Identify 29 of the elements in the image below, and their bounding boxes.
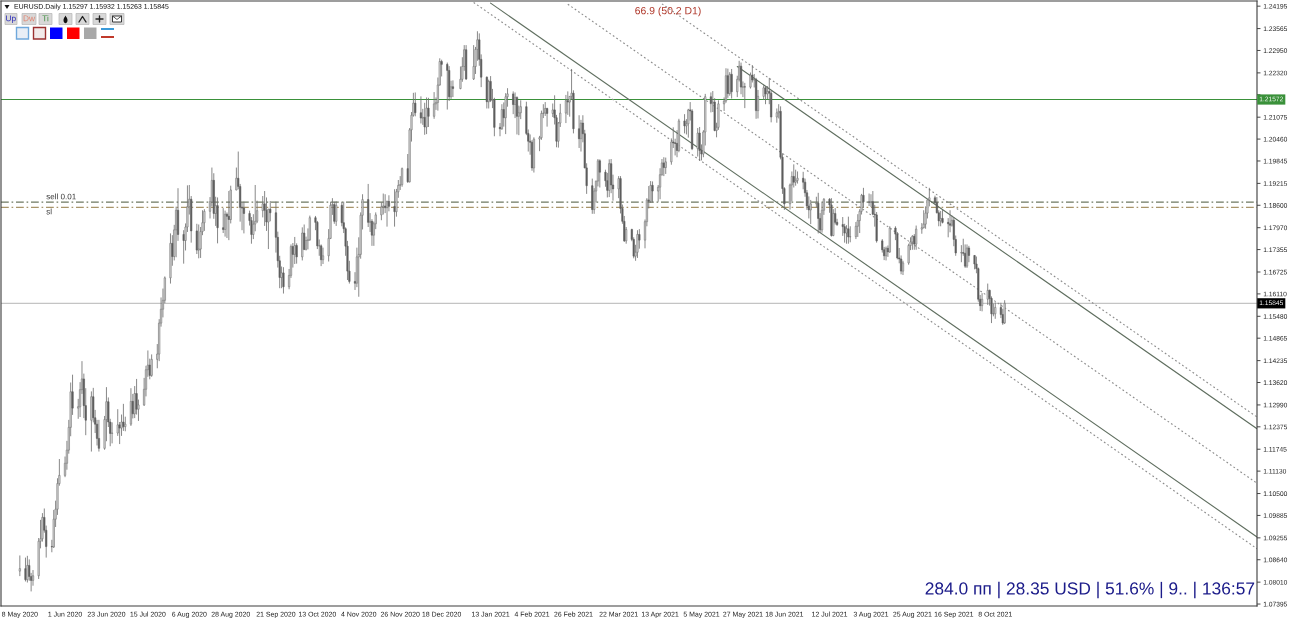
annotation: Ti xyxy=(42,15,49,22)
candlestick xyxy=(227,190,230,241)
candlestick xyxy=(796,171,799,184)
annotation: 284.0 пп | 28.35 USD | 51.6% | 9.. | 136:57 xyxy=(925,581,1255,599)
candlestick xyxy=(263,190,266,227)
ref-line-label: sell 0.01 xyxy=(46,193,76,200)
candlestick xyxy=(301,226,304,261)
candlestick xyxy=(696,127,699,157)
candlestick xyxy=(847,216,850,245)
candlestick xyxy=(564,94,567,124)
candlestick xyxy=(90,390,93,452)
candlestick xyxy=(195,223,198,255)
candlestick xyxy=(636,229,639,259)
annotation: 66.9 (50.2 D1) xyxy=(635,6,701,17)
candlestick xyxy=(591,178,594,215)
candlestick xyxy=(504,92,507,135)
annotation: Dw xyxy=(23,15,36,22)
candlestick xyxy=(222,207,225,234)
candlestick xyxy=(18,555,21,577)
candlestick xyxy=(730,68,733,99)
ref-line-label: sl xyxy=(46,208,52,215)
candlestick xyxy=(150,353,153,378)
candlestick xyxy=(393,188,396,228)
candlestick xyxy=(446,62,449,110)
candlestick xyxy=(425,97,428,135)
candlestick xyxy=(487,79,490,109)
annotation: Up xyxy=(6,15,16,23)
candlestick xyxy=(740,62,743,95)
candlestick xyxy=(419,95,422,124)
